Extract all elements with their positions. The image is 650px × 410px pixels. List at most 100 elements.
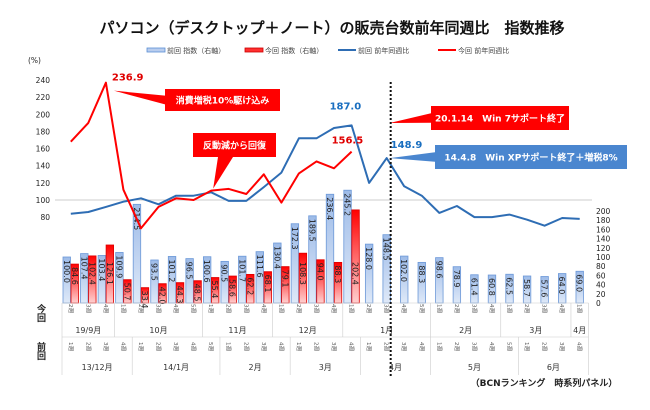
previous-week-label: 4週 — [190, 342, 198, 351]
current-month-label: 11月 — [228, 326, 246, 335]
previous-week-label: 3週 — [330, 342, 338, 351]
right-axis-tick: 160 — [596, 225, 611, 234]
previous-week-label: 2週 — [242, 342, 250, 351]
previous-week-label: 2週 — [541, 342, 549, 351]
callout-pointer — [213, 157, 233, 189]
left-axis-tick: 180 — [36, 127, 51, 136]
callout-text: 20.1.14 Win 7サポート終了 — [435, 113, 565, 125]
current-week-label: 3週 — [470, 304, 478, 313]
bar-label-previous: 96.5 — [185, 262, 194, 280]
previous-week-label: 3週 — [558, 342, 566, 351]
callout-text: 反動減から回復 — [203, 140, 267, 152]
bar-label-previous: 245.2 — [343, 193, 352, 216]
previous-week-label: 1週 — [137, 342, 145, 351]
bar-label-current: 55.4 — [210, 281, 219, 299]
bar-label-previous: 100.6 — [202, 260, 211, 283]
previous-month-label: 13/12月 — [82, 363, 113, 372]
previous-week-label: 1週 — [365, 342, 373, 351]
bar-label-current: 84.6 — [70, 267, 79, 285]
current-month-label: 12月 — [299, 326, 317, 335]
bar-label-previous: 100.0 — [62, 260, 71, 283]
previous-month-label: 6月 — [547, 363, 560, 372]
current-month-label: 10月 — [149, 326, 167, 335]
bar-label-current: 48.5 — [193, 284, 202, 302]
right-axis-tick: 60 — [596, 271, 606, 280]
previous-week-label: 2週 — [312, 342, 320, 351]
bar-label-current: 42.0 — [158, 287, 167, 305]
current-week-label: 4週 — [558, 304, 566, 313]
right-axis-tick: 80 — [596, 262, 606, 271]
bar-label-current: 68.1 — [263, 275, 272, 293]
bar-label-previous: 69.0 — [575, 274, 584, 292]
callout-text: 14.4.8 Win XPサポート終了＋増税8% — [444, 152, 617, 164]
bar-label-previous: 107.4 — [79, 257, 88, 280]
bar-label-previous: 93.5 — [150, 263, 159, 281]
previous-week-label: 5週 — [506, 342, 514, 351]
bar-label-previous: 103.4 — [97, 258, 106, 281]
right-axis-tick: 200 — [596, 207, 611, 216]
line-previous-yoy — [70, 124, 580, 227]
bar-label-current: 102.4 — [87, 262, 96, 285]
current-week-label: 1週 — [207, 304, 215, 313]
legend-label: 今回 前年同週比 — [458, 46, 509, 55]
current-week-label: 4週 — [488, 304, 496, 313]
current-week-label: 2週 — [365, 304, 373, 313]
previous-week-label: 4週 — [348, 342, 356, 351]
bar-label-previous: 64.0 — [557, 277, 566, 295]
left-axis-tick: 160 — [36, 145, 51, 154]
value-annotation: 148.9 — [391, 140, 423, 151]
current-week-label: 2週 — [523, 304, 531, 313]
previous-week-label: 4週 — [576, 342, 584, 351]
current-month-label: 19/9月 — [75, 326, 101, 335]
bar-label-previous: 90.5 — [220, 264, 229, 282]
chart-title: パソコン（デスクトップ＋ノート）の販売台数前年同週比 指数推移 — [99, 19, 564, 37]
current-week-label: 1週 — [435, 304, 443, 313]
left-axis-tick: 120 — [36, 179, 51, 188]
bar-label-previous: 236.4 — [325, 197, 334, 220]
bar-label-previous: 101.2 — [167, 259, 176, 282]
bar-label-previous: 148.5 — [382, 238, 391, 261]
bar-label-current: 88.3 — [333, 265, 342, 283]
previous-week-label: 1週 — [435, 342, 443, 351]
right-axis-tick: 20 — [596, 290, 606, 299]
bar-label-previous: 60.8 — [487, 278, 496, 296]
bar-label-previous: 88.3 — [417, 265, 426, 283]
bar-label-previous: 111.6 — [255, 255, 264, 278]
current-week-label: 3週 — [84, 304, 92, 313]
right-axis-tick: 120 — [596, 244, 611, 253]
current-week-label: 4週 — [260, 304, 268, 313]
previous-week-label: 2週 — [84, 342, 92, 351]
current-month-label: 1月 — [380, 326, 393, 335]
x-axis: 2週 3週 4週 1週 2週 3週 4週 5週 1週 2週 3週 4週 1週 2週 3週 4週 1週 2週 3週 4週… — [61, 302, 589, 375]
legend-label: 前回 指数（右軸） — [167, 46, 225, 55]
previous-week-label: 2週 — [453, 342, 461, 351]
previous-week-label: 3週 — [260, 342, 268, 351]
current-month-label: 2月 — [459, 326, 472, 335]
bar-label-previous: 78.9 — [452, 270, 461, 288]
previous-week-label: 3週 — [172, 342, 180, 351]
callout-pointer — [389, 113, 431, 123]
previous-week-label: 2週 — [383, 342, 391, 351]
current-week-label: 3週 — [155, 304, 163, 313]
previous-month-label: 2月 — [249, 363, 262, 372]
bar-label-current: 202.4 — [351, 262, 360, 285]
bar-label-current: 58.6 — [228, 279, 237, 297]
current-week-label: 1週 — [506, 304, 514, 313]
current-week-label: 1週 — [348, 304, 356, 313]
annotations: 236.9 187.0 156.5 148.9 — [112, 73, 422, 151]
bar-label-current: 79.1 — [280, 270, 289, 288]
previous-week-label: 4週 — [119, 342, 127, 351]
previous-week-label: 3週 — [470, 342, 478, 351]
previous-week-label: 1週 — [225, 342, 233, 351]
previous-month-label: 3月 — [319, 363, 332, 372]
previous-week-label: 3週 — [102, 342, 110, 351]
bar-label-previous: 109.9 — [114, 255, 123, 278]
previous-week-label: 3週 — [400, 342, 408, 351]
right-axis-tick: 180 — [596, 216, 611, 225]
previous-month-label: 14/1月 — [163, 363, 189, 372]
current-week-label: 1週 — [119, 304, 127, 313]
line-current-yoy — [70, 81, 353, 230]
bars: 100.0 84.6 107.4 102.4 103.4 126.1 109.950.721… — [62, 189, 584, 308]
